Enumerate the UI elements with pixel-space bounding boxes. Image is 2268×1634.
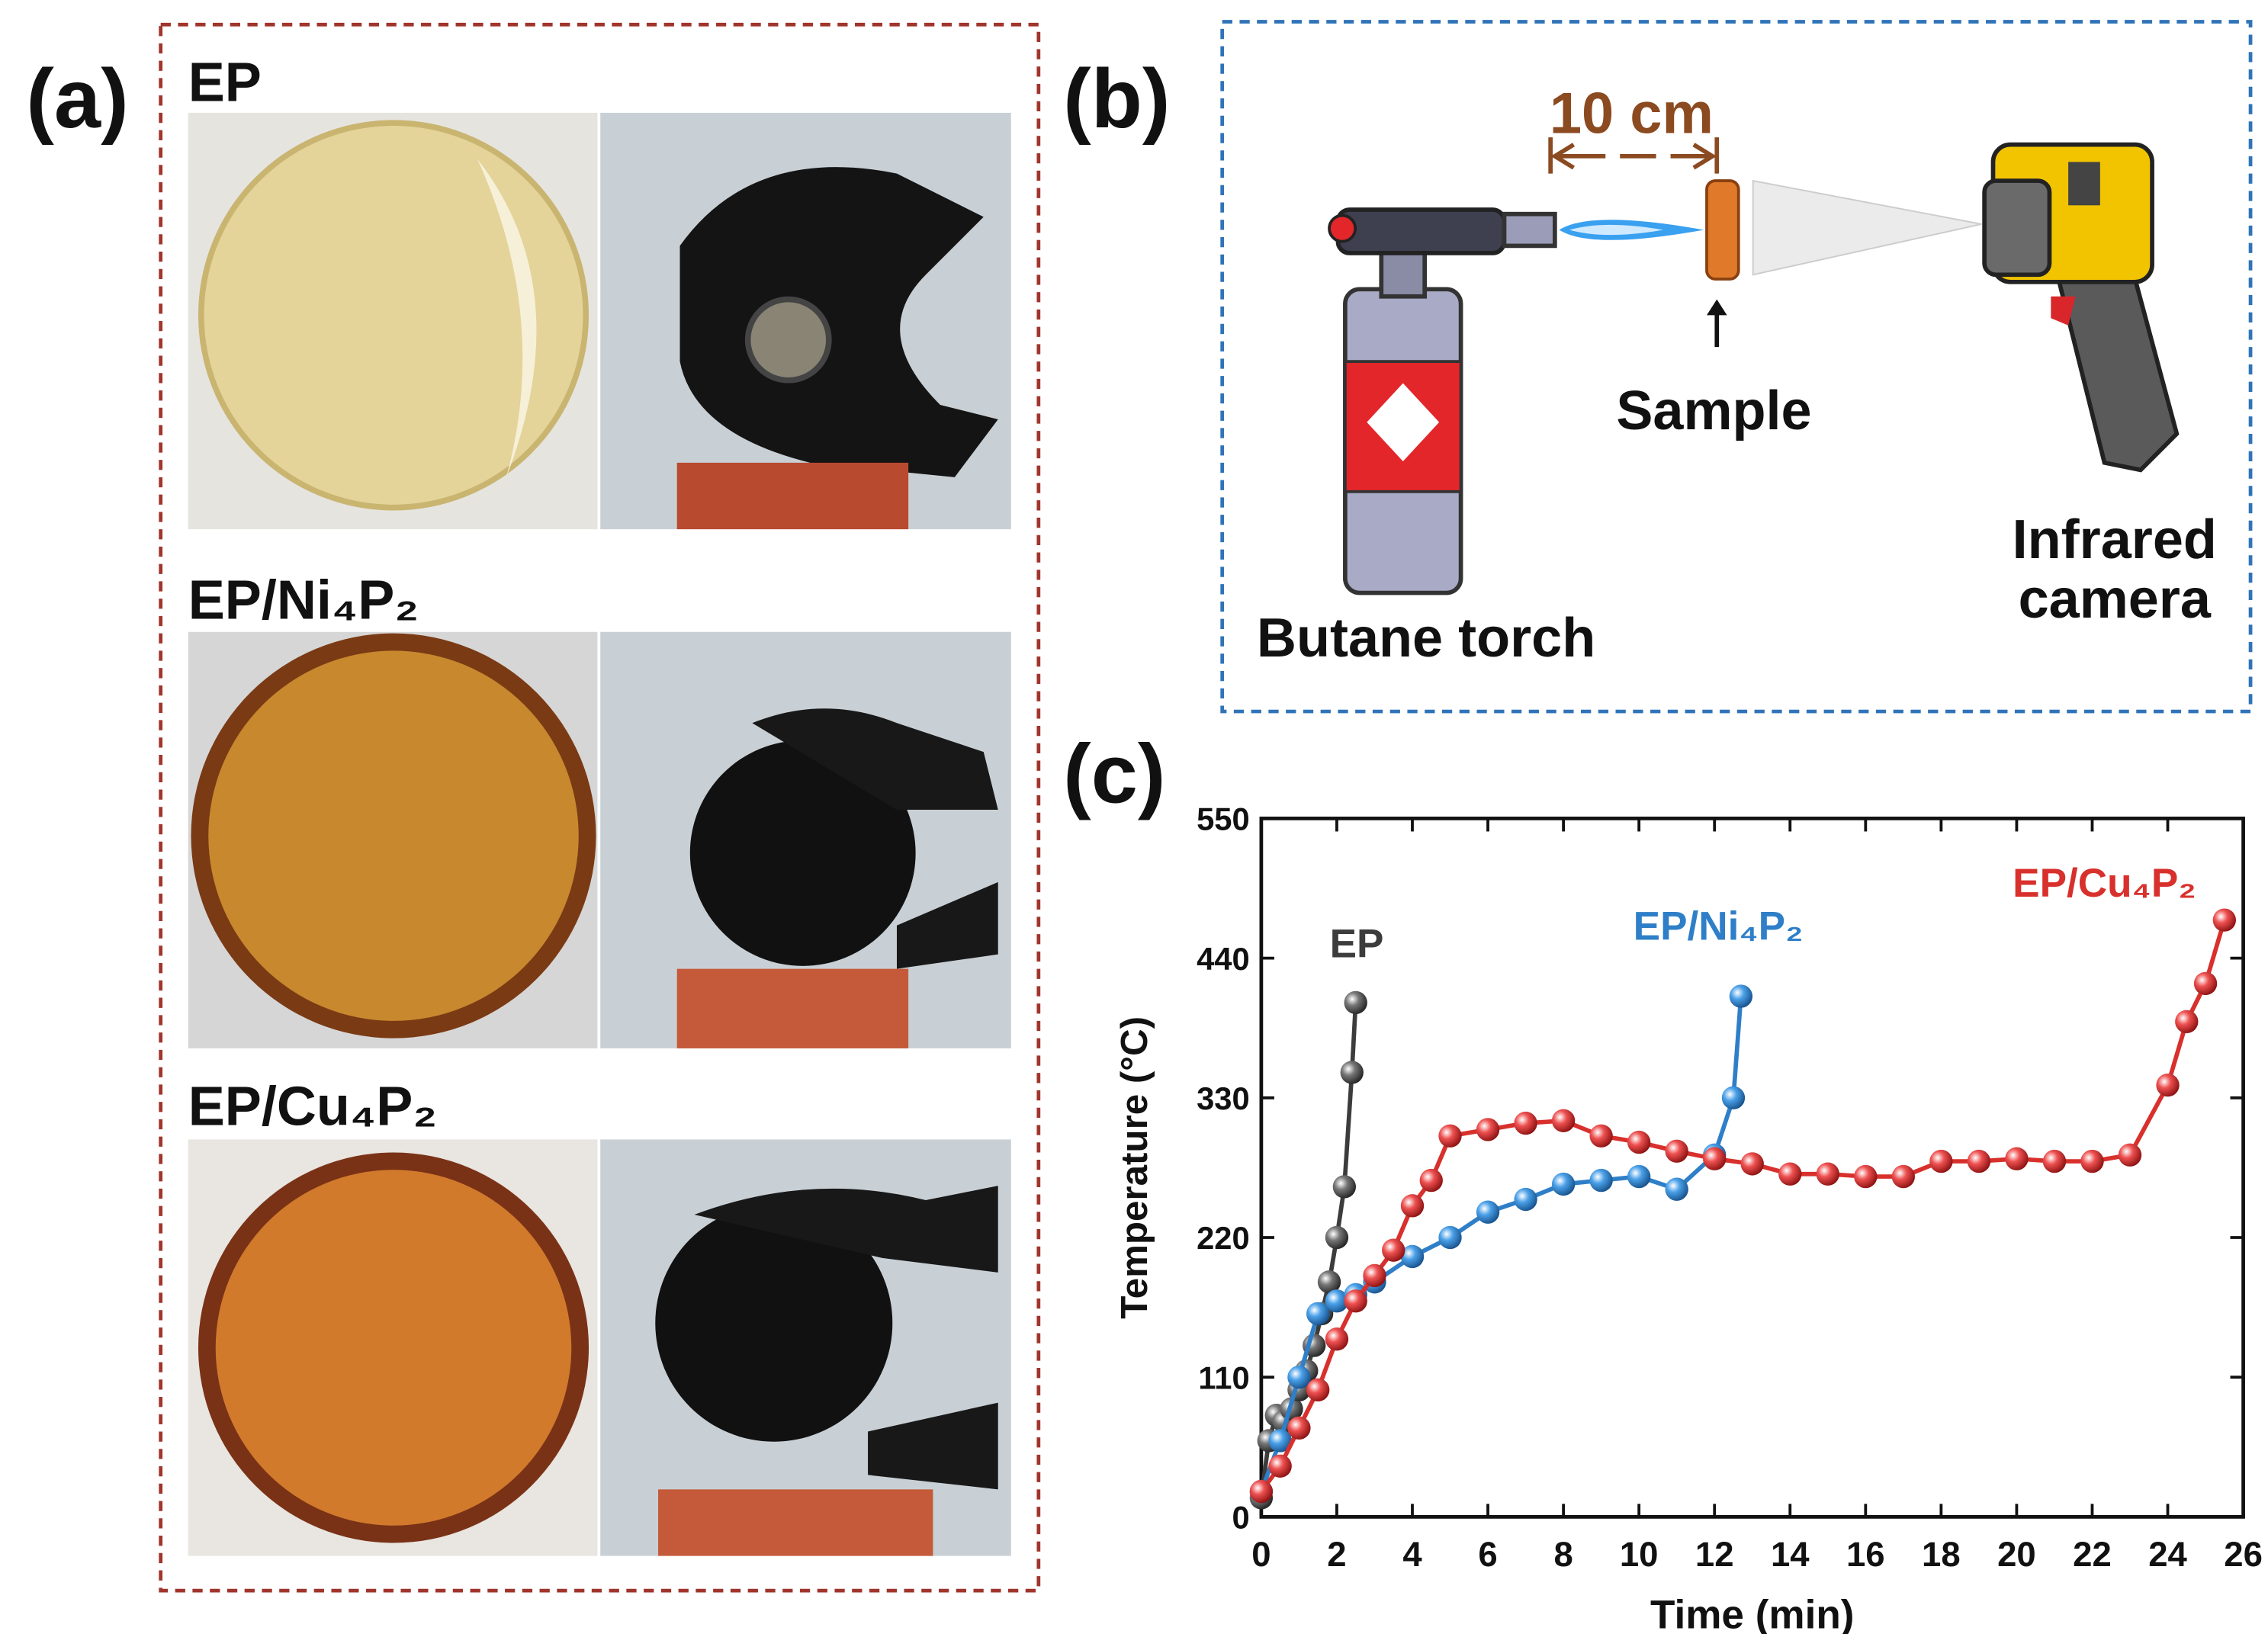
- y-tick-label: 220: [1197, 1220, 1250, 1256]
- photo-ni: [188, 632, 1011, 1048]
- data-point: [1287, 1366, 1310, 1388]
- x-tick-label: 14: [1771, 1535, 1810, 1574]
- photo-ep: [188, 113, 1011, 529]
- data-point: [1929, 1150, 1952, 1173]
- data-point: [1666, 1178, 1688, 1201]
- data-point: [1438, 1125, 1461, 1148]
- data-point: [1778, 1163, 1801, 1186]
- data-point: [1968, 1150, 1990, 1173]
- panel-label: (a): [26, 52, 128, 146]
- data-point: [1306, 1302, 1329, 1325]
- data-point: [1854, 1165, 1877, 1188]
- data-point: [2005, 1148, 2028, 1170]
- data-point: [2194, 972, 2217, 995]
- data-point: [1363, 1264, 1386, 1287]
- data-point: [1306, 1379, 1329, 1401]
- data-point: [2043, 1150, 2066, 1173]
- data-point: [2213, 908, 2236, 931]
- data-point: [1589, 1169, 1612, 1192]
- data-point: [1589, 1125, 1612, 1148]
- x-tick-label: 4: [1402, 1535, 1422, 1574]
- sample: [1707, 181, 1981, 347]
- x-tick-label: 22: [2073, 1535, 2112, 1574]
- data-point: [1730, 984, 1752, 1007]
- x-tick-label: 18: [1922, 1535, 1961, 1574]
- x-tick-label: 20: [1997, 1535, 2036, 1574]
- y-tick-label: 330: [1197, 1080, 1250, 1116]
- data-point: [1741, 1152, 1764, 1175]
- data-point: [1333, 1175, 1356, 1198]
- legend-label: EP: [1330, 921, 1384, 966]
- distance-label: 10 cm: [1550, 81, 1714, 146]
- data-point: [1341, 1061, 1364, 1083]
- x-axis-label: Time (min): [1650, 1592, 1854, 1634]
- torch-label: Butane torch: [1257, 608, 1595, 669]
- data-point: [1666, 1140, 1688, 1163]
- data-point: [1420, 1169, 1443, 1192]
- data-point: [1325, 1327, 1348, 1350]
- data-point: [1722, 1087, 1745, 1109]
- data-point: [1268, 1455, 1291, 1478]
- data-point: [1382, 1238, 1405, 1261]
- data-point: [1627, 1165, 1650, 1188]
- data-point: [1476, 1201, 1499, 1224]
- panel-label: (c): [1063, 727, 1165, 821]
- data-point: [2080, 1150, 2103, 1173]
- photo-caption: EP/Ni₄P₂: [188, 570, 419, 631]
- y-tick-label: 0: [1232, 1500, 1250, 1536]
- data-point: [1892, 1165, 1915, 1188]
- data-point: [2156, 1074, 2179, 1096]
- infrared-camera: [1984, 145, 2176, 470]
- data-point: [1817, 1163, 1839, 1186]
- x-tick-label: 16: [1846, 1535, 1885, 1574]
- data-point: [1401, 1194, 1424, 1217]
- y-tick-label: 110: [1198, 1360, 1249, 1395]
- y-tick-label: 440: [1197, 941, 1250, 977]
- data-point: [1344, 1289, 1367, 1312]
- photo-cu: [188, 1139, 1011, 1555]
- photo-caption: EP/Cu₄P₂: [188, 1076, 438, 1137]
- photo-caption: EP: [188, 53, 262, 114]
- data-point: [2119, 1144, 2141, 1167]
- data-point: [1438, 1226, 1461, 1249]
- x-tick-label: 0: [1251, 1535, 1271, 1574]
- x-tick-label: 8: [1553, 1535, 1573, 1574]
- x-tick-label: 26: [2224, 1535, 2263, 1574]
- legend-label: EP/Cu₄P₂: [2013, 861, 2196, 906]
- data-point: [1344, 991, 1367, 1014]
- data-point: [1250, 1480, 1273, 1503]
- data-point: [1325, 1226, 1348, 1249]
- data-point: [1552, 1109, 1575, 1132]
- y-axis-label: Temperature (°C): [1113, 1016, 1155, 1319]
- legend-label: EP/Ni₄P₂: [1634, 904, 1804, 949]
- data-point: [1476, 1118, 1499, 1141]
- data-point: [1514, 1112, 1537, 1135]
- figure: (a) EP EP/Ni₄P₂ EP/Cu₄P₂ (b): [0, 0, 2268, 1634]
- panel-label: (b): [1063, 52, 1170, 146]
- data-point: [1703, 1148, 1726, 1170]
- x-tick-label: 12: [1695, 1535, 1734, 1574]
- x-tick-label: 2: [1327, 1535, 1346, 1574]
- y-tick-label: 550: [1197, 801, 1250, 837]
- data-point: [1287, 1417, 1310, 1440]
- page: (a) EP EP/Ni₄P₂ EP/Cu₄P₂ (b): [0, 0, 2268, 1634]
- camera-label: camera: [2019, 569, 2212, 630]
- data-point: [1514, 1188, 1537, 1211]
- x-tick-label: 6: [1478, 1535, 1497, 1574]
- data-point: [2175, 1010, 2198, 1033]
- sample-label: Sample: [1616, 380, 1811, 441]
- x-tick-label: 24: [2148, 1535, 2187, 1574]
- data-point: [1627, 1131, 1650, 1154]
- x-tick-label: 10: [1620, 1535, 1659, 1574]
- data-point: [1552, 1173, 1575, 1196]
- camera-label: Infrared: [2013, 509, 2217, 570]
